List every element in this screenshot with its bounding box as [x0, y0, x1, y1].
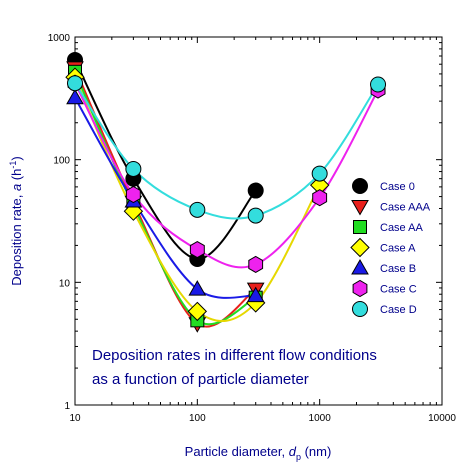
y-axis-label: Deposition rate, a (h-1) [8, 156, 24, 285]
data-point-s4-p0 [66, 88, 84, 105]
legend-label-0: Case 0 [380, 181, 415, 193]
x-tick-label: 10000 [428, 413, 456, 424]
legend: Case 0 Case AAA Case AA Case A Case B Case C C… [350, 178, 431, 317]
data-point-s3-p2 [187, 301, 208, 322]
y-tick-label: 10 [59, 278, 71, 289]
data-point-s5-p1 [125, 185, 141, 204]
data-markers [65, 51, 387, 333]
data-point-s6-p5 [370, 76, 387, 93]
legend-marker-5 [352, 279, 368, 298]
legend-label-5: Case C [380, 284, 417, 296]
series-line-1 [74, 67, 257, 328]
legend-label-6: Case D [380, 304, 417, 316]
data-point-s6-p1 [125, 160, 142, 177]
data-point-s6-p0 [67, 75, 83, 92]
series-line-2 [74, 71, 257, 326]
data-point-s6-p2 [189, 201, 206, 218]
legend-marker-4 [351, 258, 369, 275]
legend-marker-0 [352, 178, 368, 194]
annotation-line-2: as a function of particle diameter [92, 371, 309, 388]
fit-curves [74, 59, 379, 328]
data-point-s0-p3 [247, 182, 264, 199]
plot-frame [74, 36, 443, 406]
data-point-s5-p2 [189, 241, 205, 259]
legend-marker-2 [353, 220, 367, 234]
x-tick-label: 10 [69, 413, 81, 424]
legend-label-1: Case AAA [380, 202, 431, 214]
data-point-s5-p3 [248, 255, 264, 273]
series-line-5 [74, 82, 379, 269]
legend-marker-3 [350, 237, 370, 258]
y-tick-label: 100 [53, 156, 70, 167]
data-point-s4-p2 [188, 280, 207, 296]
legend-label-2: Case AA [380, 222, 423, 234]
series-line-0 [74, 59, 257, 261]
data-point-s6-p4 [311, 165, 328, 182]
annotation-line-1: Deposition rates in different flow condi… [92, 347, 377, 364]
data-point-s4-p3 [246, 286, 265, 303]
legend-marker-6 [352, 301, 368, 317]
x-tick-label: 100 [189, 413, 206, 424]
x-axis-label: Particle diameter, dp (nm) [185, 444, 332, 462]
y-tick-label: 1 [64, 401, 70, 412]
series-line-6 [74, 82, 379, 220]
y-tick-label: 1000 [48, 33, 71, 44]
data-point-s5-p4 [312, 189, 328, 207]
data-point-s6-p3 [247, 207, 264, 224]
series-line-4 [74, 97, 256, 299]
legend-label-4: Case B [380, 263, 416, 275]
legend-marker-1 [351, 200, 369, 216]
x-tick-label: 1000 [309, 413, 332, 424]
legend-label-3: Case A [380, 243, 416, 255]
